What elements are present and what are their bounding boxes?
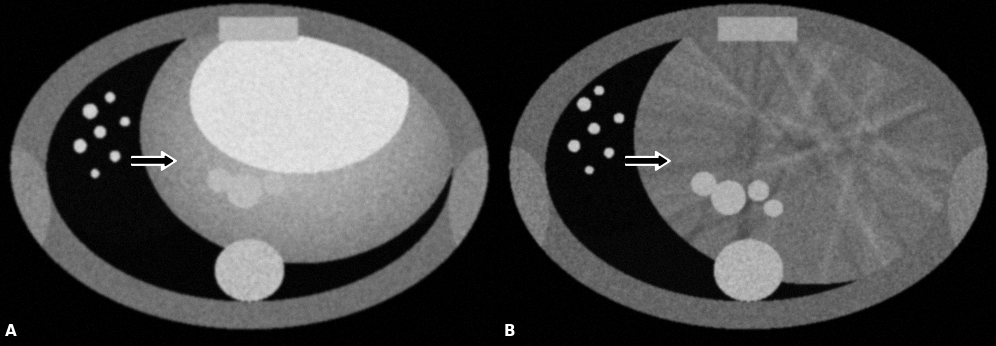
FancyArrow shape	[625, 152, 670, 170]
FancyArrow shape	[131, 152, 176, 170]
FancyArrow shape	[131, 156, 172, 166]
Text: B: B	[504, 324, 516, 339]
Text: A: A	[5, 324, 17, 339]
FancyArrow shape	[625, 156, 666, 166]
